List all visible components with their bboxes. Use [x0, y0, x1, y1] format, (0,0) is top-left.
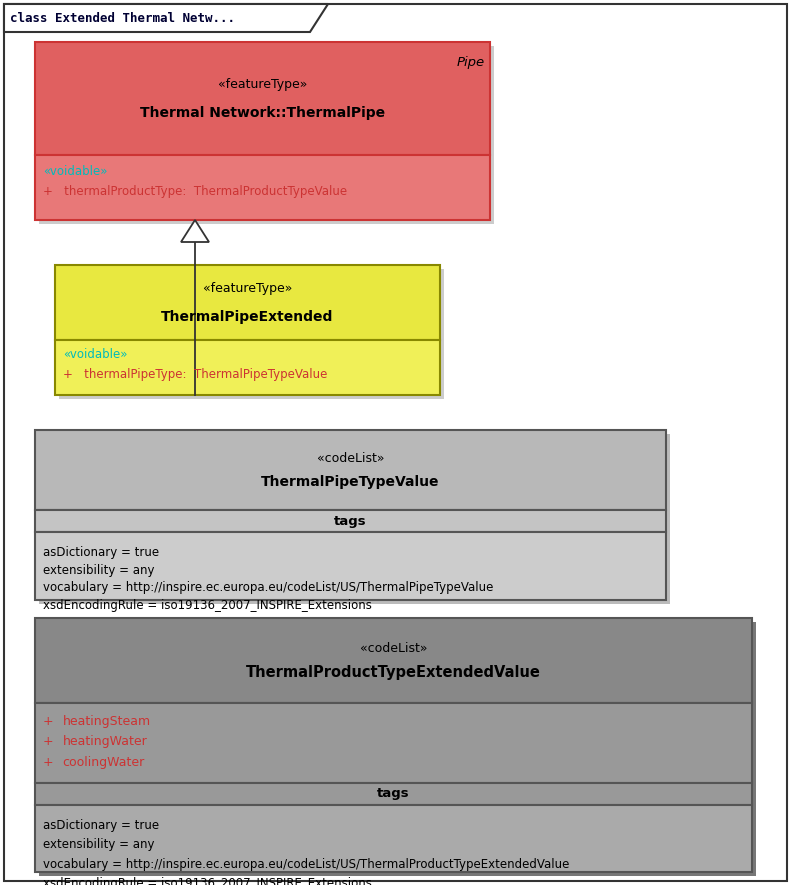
- Text: vocabulary = http://inspire.ec.europa.eu/codeList/US/ThermalProductTypeExtendedV: vocabulary = http://inspire.ec.europa.eu…: [43, 858, 570, 871]
- Text: «codeList»: «codeList»: [316, 452, 384, 465]
- Text: tags: tags: [334, 514, 367, 527]
- Text: extensibility = any: extensibility = any: [43, 838, 154, 851]
- Bar: [35, 703, 752, 783]
- Bar: [35, 783, 752, 805]
- Bar: [39, 434, 670, 604]
- Text: xsdEncodingRule = iso19136_2007_INSPIRE_Extensions: xsdEncodingRule = iso19136_2007_INSPIRE_…: [43, 877, 372, 885]
- Bar: [35, 510, 666, 532]
- Bar: [35, 618, 752, 703]
- Bar: [35, 532, 666, 600]
- Polygon shape: [181, 220, 209, 242]
- Text: heatingWater: heatingWater: [62, 735, 147, 749]
- Bar: [35, 805, 752, 872]
- Text: «featureType»: «featureType»: [202, 281, 292, 295]
- Bar: [35, 155, 490, 220]
- Text: +: +: [43, 735, 54, 749]
- Text: vocabulary = http://inspire.ec.europa.eu/codeList/US/ThermalPipeTypeValue: vocabulary = http://inspire.ec.europa.eu…: [43, 581, 494, 595]
- Text: asDictionary = true: asDictionary = true: [43, 546, 159, 559]
- Bar: [39, 622, 756, 876]
- Text: Thermal Network::ThermalPipe: Thermal Network::ThermalPipe: [140, 105, 385, 119]
- Text: «voidable»: «voidable»: [63, 348, 127, 361]
- Text: class Extended Thermal Netw...: class Extended Thermal Netw...: [10, 12, 235, 25]
- Text: +: +: [43, 715, 54, 728]
- Text: +   thermalPipeType:  ThermalPipeTypeValue: + thermalPipeType: ThermalPipeTypeValue: [63, 368, 327, 381]
- Bar: [35, 42, 490, 155]
- Text: «codeList»: «codeList»: [360, 643, 427, 656]
- Bar: [39, 46, 494, 224]
- Text: ThermalProductTypeExtendedValue: ThermalProductTypeExtendedValue: [246, 665, 541, 680]
- Text: tags: tags: [377, 788, 410, 801]
- Text: +: +: [43, 756, 54, 769]
- Text: +   thermalProductType:  ThermalProductTypeValue: + thermalProductType: ThermalProductType…: [43, 185, 347, 198]
- Text: asDictionary = true: asDictionary = true: [43, 819, 159, 832]
- Text: ThermalPipeTypeValue: ThermalPipeTypeValue: [261, 474, 440, 489]
- Text: coolingWater: coolingWater: [62, 756, 145, 769]
- Text: ThermalPipeExtended: ThermalPipeExtended: [161, 310, 334, 324]
- Bar: [55, 340, 440, 395]
- Text: xsdEncodingRule = iso19136_2007_INSPIRE_Extensions: xsdEncodingRule = iso19136_2007_INSPIRE_…: [43, 599, 372, 612]
- Bar: [59, 269, 444, 399]
- Text: heatingSteam: heatingSteam: [62, 715, 151, 728]
- Text: «voidable»: «voidable»: [43, 165, 108, 178]
- Bar: [35, 430, 666, 510]
- Polygon shape: [4, 4, 328, 32]
- Text: extensibility = any: extensibility = any: [43, 564, 154, 577]
- Text: «featureType»: «featureType»: [218, 78, 307, 91]
- Bar: [55, 265, 440, 340]
- Text: Pipe: Pipe: [457, 56, 485, 69]
